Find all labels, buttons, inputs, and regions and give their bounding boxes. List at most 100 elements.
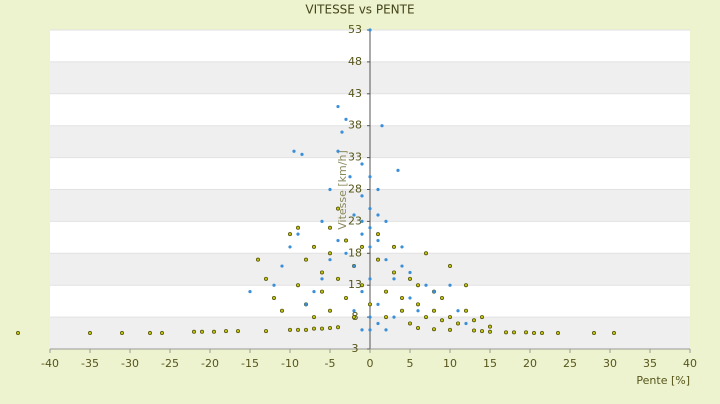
point: [400, 264, 404, 268]
y-tick-label: 23: [348, 214, 362, 227]
point: [407, 276, 412, 281]
point: [400, 245, 404, 249]
y-tick-label: 38: [348, 119, 362, 132]
point: [399, 308, 404, 313]
point: [368, 328, 372, 332]
point: [368, 175, 372, 179]
point: [512, 330, 517, 335]
point: [503, 330, 508, 335]
point: [360, 194, 364, 198]
point: [348, 175, 352, 179]
point: [455, 321, 460, 326]
x-tick-label: 5: [407, 357, 414, 370]
point: [479, 329, 484, 334]
point: [319, 326, 324, 331]
point: [312, 289, 316, 294]
point: [368, 245, 372, 249]
point: [320, 277, 324, 281]
point: [360, 289, 364, 294]
x-tick-label: -5: [325, 357, 336, 370]
point: [556, 331, 561, 336]
point: [199, 329, 204, 334]
point: [319, 270, 324, 275]
point: [300, 152, 304, 157]
point: [320, 219, 324, 223]
point: [416, 309, 420, 313]
point: [343, 238, 348, 243]
point: [359, 244, 364, 249]
point: [359, 283, 364, 288]
point: [612, 331, 617, 336]
x-tick-label: 15: [483, 357, 497, 370]
point: [368, 277, 372, 281]
point: [471, 318, 476, 323]
point: [295, 225, 300, 230]
point: [447, 327, 452, 332]
point: [376, 213, 380, 217]
y-tick-label: 3: [352, 342, 359, 355]
point: [487, 329, 492, 334]
point: [352, 309, 356, 313]
point: [367, 302, 372, 307]
point: [392, 277, 396, 281]
point: [439, 318, 444, 323]
point: [343, 295, 348, 300]
point: [392, 315, 396, 319]
point: [432, 289, 436, 294]
point: [368, 315, 372, 319]
point: [439, 295, 444, 300]
point: [423, 251, 428, 256]
x-axis-label: Pente [%]: [636, 374, 690, 387]
point: [464, 321, 468, 326]
point: [336, 104, 340, 109]
point: [376, 238, 380, 243]
point: [360, 162, 364, 166]
y-tick-label: 28: [348, 183, 362, 196]
point: [147, 331, 152, 336]
point: [396, 168, 400, 172]
point: [336, 149, 340, 153]
point: [263, 276, 268, 281]
point: [368, 207, 372, 211]
point: [287, 232, 292, 237]
point: [352, 213, 356, 217]
x-tick-label: 30: [603, 357, 617, 370]
point: [352, 264, 356, 268]
point: [408, 270, 412, 275]
point: [235, 329, 240, 334]
point: [248, 289, 252, 294]
y-tick-label: 43: [348, 87, 362, 100]
point: [376, 302, 380, 306]
point: [303, 257, 308, 262]
y-tick-label: 48: [348, 55, 362, 68]
point: [479, 315, 484, 320]
point: [415, 302, 420, 307]
y-tick-label: 33: [348, 151, 362, 164]
point: [592, 331, 597, 336]
x-tick-label: -20: [201, 357, 219, 370]
point: [368, 226, 372, 230]
point: [384, 328, 388, 332]
point: [376, 187, 380, 192]
point: [408, 296, 412, 300]
point: [368, 28, 372, 32]
point: [295, 327, 300, 332]
point: [375, 257, 380, 262]
point: [424, 283, 428, 287]
x-tick-label: 25: [563, 357, 577, 370]
point: [447, 315, 452, 320]
x-tick-label: 35: [643, 357, 657, 370]
point: [383, 289, 388, 294]
point: [327, 251, 332, 256]
x-tick-label: -25: [161, 357, 179, 370]
y-tick-label: 18: [348, 246, 362, 259]
point: [532, 331, 537, 336]
point: [311, 315, 316, 320]
point: [295, 283, 300, 288]
point: [447, 264, 452, 269]
point: [456, 309, 460, 313]
point: [311, 244, 316, 249]
point: [524, 330, 529, 335]
